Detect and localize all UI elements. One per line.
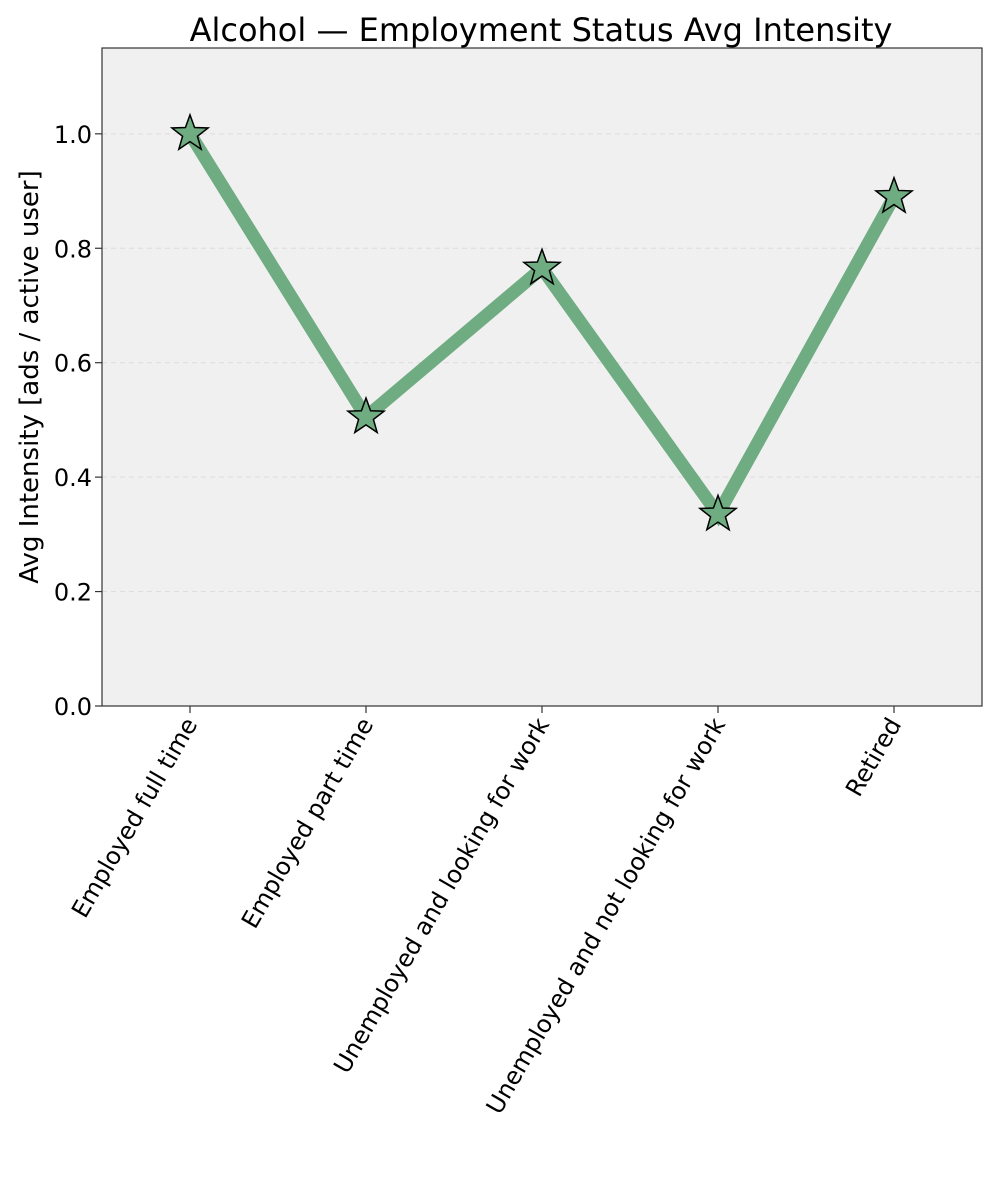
y-axis-label: Avg Intensity [ads / active user] [15,170,45,583]
grid-lines [102,133,982,593]
data-point-star [697,493,739,532]
data-point-star [521,247,563,286]
x-tick-label: Employed full time [66,713,203,923]
data-point-star [345,395,387,435]
data-point-star [873,175,915,214]
x-tick-label: Unemployed and looking for work [328,713,555,1078]
y-tick-label: 0.4 [54,464,92,492]
x-tick-label: Retired [840,713,907,801]
y-axis-ticks: 0.0 0.2 0.4 0.6 0.8 1.0 [54,121,102,721]
chart-title: Alcohol — Employment Status Avg Intensit… [190,11,893,49]
y-tick-label: 0.8 [54,235,92,263]
y-tick-label: 0.6 [54,350,92,378]
y-tick-label: 1.0 [54,121,92,149]
x-tick-label: Employed part time [236,713,379,933]
data-point-star [169,112,211,151]
y-tick-label: 0.0 [54,693,92,721]
plot-area [102,48,982,706]
y-tick-label: 0.2 [54,579,92,607]
x-axis-ticks: Employed full time Employed part timeUnem… [66,706,907,1119]
series-markers [169,112,915,532]
